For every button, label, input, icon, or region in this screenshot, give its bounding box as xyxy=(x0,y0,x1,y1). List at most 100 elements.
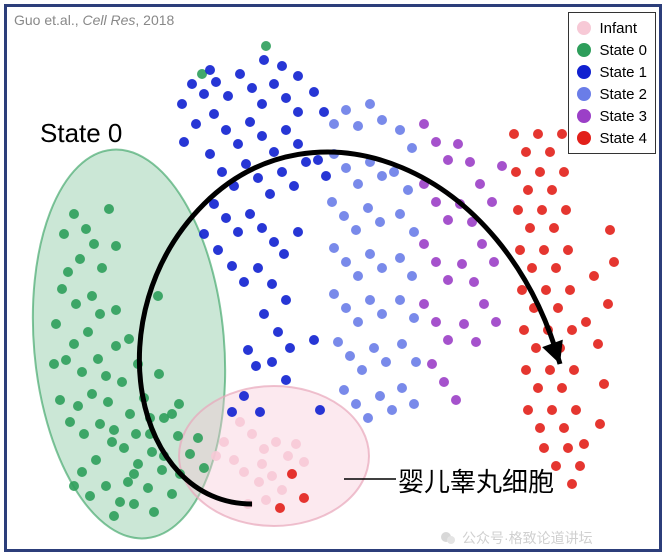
data-point xyxy=(409,313,419,323)
data-point xyxy=(117,377,127,387)
highlight-ellipse xyxy=(179,386,369,526)
data-point xyxy=(259,309,269,319)
data-point xyxy=(603,299,613,309)
data-point xyxy=(377,115,387,125)
data-point xyxy=(315,405,325,415)
data-point xyxy=(147,447,157,457)
data-point xyxy=(531,343,541,353)
data-point xyxy=(431,137,441,147)
data-point xyxy=(51,319,61,329)
data-point xyxy=(269,237,279,247)
data-point xyxy=(453,139,463,149)
data-point xyxy=(369,343,379,353)
data-point xyxy=(299,493,309,503)
data-point xyxy=(533,383,543,393)
data-point xyxy=(309,87,319,97)
data-point xyxy=(439,377,449,387)
data-point xyxy=(443,215,453,225)
data-point xyxy=(403,185,413,195)
data-point xyxy=(427,359,437,369)
data-point xyxy=(101,371,111,381)
data-point xyxy=(509,129,519,139)
legend-dot-icon xyxy=(577,43,591,57)
data-point xyxy=(239,391,249,401)
data-point xyxy=(341,257,351,267)
data-point xyxy=(233,139,243,149)
data-point xyxy=(469,277,479,287)
data-point xyxy=(575,461,585,471)
data-point xyxy=(123,477,133,487)
data-point xyxy=(565,285,575,295)
data-point xyxy=(535,167,545,177)
data-point xyxy=(177,99,187,109)
data-point xyxy=(211,451,221,461)
data-point xyxy=(255,407,265,417)
data-point xyxy=(167,489,177,499)
legend-row: State 2 xyxy=(577,83,647,105)
data-point xyxy=(351,399,361,409)
citation-text: Guo et.al., Cell Res, 2018 xyxy=(14,12,174,28)
data-point xyxy=(589,271,599,281)
data-point xyxy=(377,263,387,273)
data-point xyxy=(459,319,469,329)
data-point xyxy=(253,263,263,273)
data-point xyxy=(277,485,287,495)
data-point xyxy=(193,433,203,443)
data-point xyxy=(235,69,245,79)
data-point xyxy=(549,223,559,233)
data-point xyxy=(553,303,563,313)
data-point xyxy=(353,271,363,281)
data-point xyxy=(209,109,219,119)
data-point xyxy=(57,284,67,294)
data-point xyxy=(221,125,231,135)
data-point xyxy=(409,227,419,237)
watermark: 公众号·格致论道讲坛 xyxy=(440,528,593,548)
data-point xyxy=(341,105,351,115)
data-point xyxy=(539,245,549,255)
data-point xyxy=(273,327,283,337)
data-point xyxy=(293,139,303,149)
data-point xyxy=(219,437,229,447)
data-point xyxy=(547,185,557,195)
data-point xyxy=(133,459,143,469)
state0-label: State 0 xyxy=(40,118,122,149)
data-point xyxy=(157,465,167,475)
data-point xyxy=(559,423,569,433)
data-point xyxy=(291,439,301,449)
data-point xyxy=(253,173,263,183)
data-point xyxy=(245,117,255,127)
data-point xyxy=(129,499,139,509)
data-point xyxy=(345,351,355,361)
data-point xyxy=(211,77,221,87)
data-point xyxy=(387,405,397,415)
data-point xyxy=(285,343,295,353)
data-point xyxy=(87,389,97,399)
data-point xyxy=(559,167,569,177)
data-point xyxy=(395,253,405,263)
data-point xyxy=(479,299,489,309)
data-point xyxy=(254,477,264,487)
data-point xyxy=(293,107,303,117)
legend-dot-icon xyxy=(577,21,591,35)
legend-dot-icon xyxy=(577,87,591,101)
data-point xyxy=(557,129,567,139)
data-point xyxy=(363,413,373,423)
citation-year: , 2018 xyxy=(135,12,174,28)
data-point xyxy=(275,503,285,513)
data-point xyxy=(541,285,551,295)
data-point xyxy=(525,223,535,233)
data-point xyxy=(97,263,107,273)
data-point xyxy=(241,159,251,169)
data-point xyxy=(261,41,271,51)
data-point xyxy=(477,239,487,249)
data-point xyxy=(381,357,391,367)
data-point xyxy=(299,457,309,467)
data-point xyxy=(267,279,277,289)
data-point xyxy=(269,79,279,89)
figure-container: Guo et.al., Cell Res, 2018 InfantState 0… xyxy=(0,0,666,556)
data-point xyxy=(351,225,361,235)
legend-label: State 4 xyxy=(599,130,647,147)
data-point xyxy=(173,431,183,441)
data-point xyxy=(131,429,141,439)
data-point xyxy=(527,263,537,273)
